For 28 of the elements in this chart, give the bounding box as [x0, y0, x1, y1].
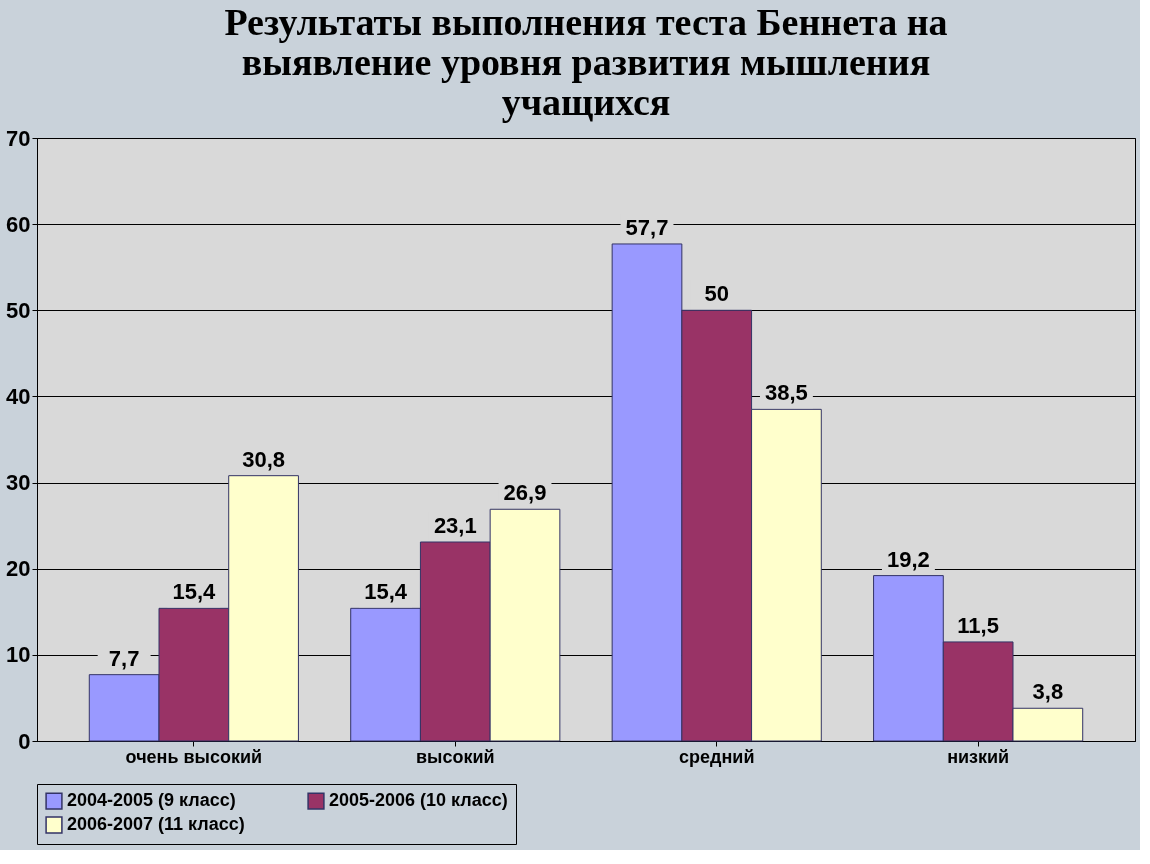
- legend-label: 2006-2007 (11 класс): [67, 814, 245, 834]
- data-label: 38,5: [765, 380, 808, 406]
- x-tick-label: очень высокий: [125, 746, 263, 767]
- x-tick-label: средний: [678, 746, 755, 767]
- y-tick-label: 70: [6, 125, 31, 151]
- data-label: 57,7: [625, 214, 669, 240]
- legend-label: 2005-2006 (10 класс): [329, 790, 508, 811]
- data-label: 15,4: [172, 579, 217, 605]
- data-label: 23,1: [433, 513, 477, 539]
- y-tick-label: 40: [6, 383, 31, 409]
- data-label: 7,7: [108, 645, 140, 671]
- y-tick-label: 60: [6, 211, 31, 237]
- legend-label: 2004-2005 (9 класс): [67, 790, 236, 811]
- data-label: 50: [704, 281, 729, 307]
- data-label: 26,9: [503, 480, 547, 506]
- chart-title: Результаты выполнения теста Беннета на выявление уровня развития мышления учащихся: [224, 1, 948, 123]
- y-tick-label: 50: [6, 297, 31, 323]
- x-tick-label: низкий: [947, 746, 1010, 767]
- y-tick-label: 10: [6, 642, 31, 668]
- y-tick-label: 20: [6, 556, 31, 582]
- data-label: 15,4: [364, 579, 408, 605]
- data-label: 30,8: [242, 446, 285, 472]
- data-label: 3,8: [1032, 679, 1064, 705]
- x-tick-label: высокий: [415, 746, 495, 767]
- y-tick-label: 30: [6, 470, 31, 496]
- y-tick-label: 0: [18, 728, 31, 754]
- data-label: 11,5: [957, 612, 999, 638]
- data-label: 19,2: [887, 546, 930, 572]
